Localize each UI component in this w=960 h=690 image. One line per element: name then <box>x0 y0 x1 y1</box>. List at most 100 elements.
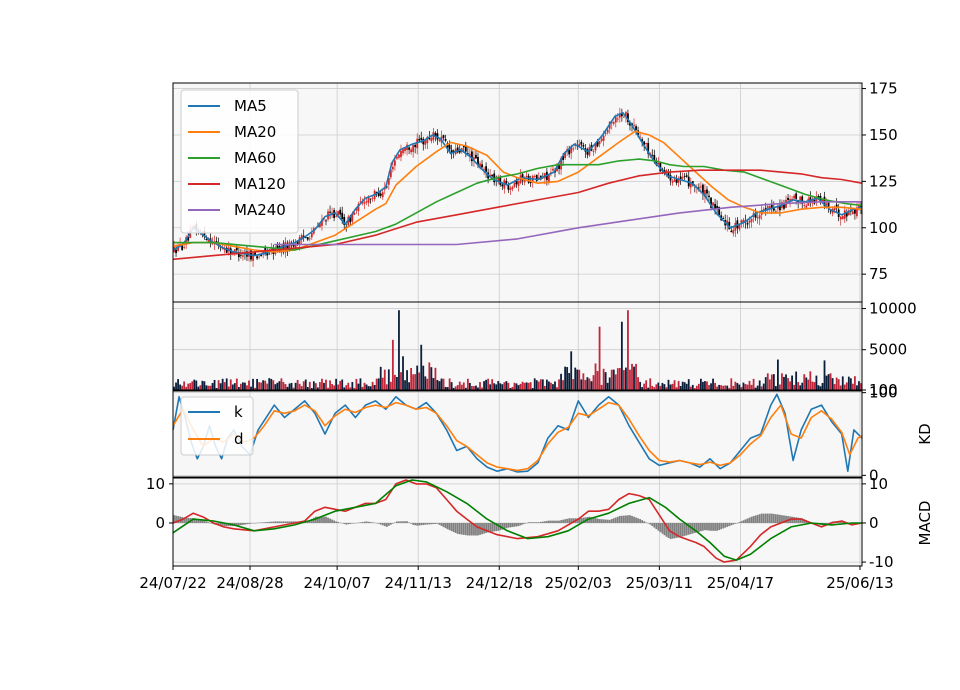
macd-hist-bar-66 <box>306 521 309 523</box>
volume-bar-85 <box>345 385 348 390</box>
candle-body-84 <box>343 216 346 225</box>
volume-bar-229 <box>637 377 639 390</box>
volume-bar-38 <box>250 386 252 390</box>
macd-hist-bar-258 <box>695 522 698 533</box>
volume-bar-331 <box>843 384 846 390</box>
candle-body-243 <box>665 170 668 172</box>
candle-body-320 <box>821 198 824 202</box>
macd-hist-bar-33 <box>239 522 242 526</box>
macd-hist-bar-112 <box>400 521 402 523</box>
candle-body-73 <box>321 219 323 226</box>
macd-hist-bar-1 <box>175 515 177 523</box>
volume-bar-326 <box>833 384 836 390</box>
candle-body-157 <box>491 174 494 177</box>
volume-bar-259 <box>697 383 700 390</box>
macd-hist-bar-107 <box>389 522 392 525</box>
macd-hist-bar-175 <box>527 522 530 523</box>
macd-hist-bar-132 <box>440 522 443 526</box>
macd-hist-bar-290 <box>760 513 763 523</box>
candle-body-87 <box>349 215 352 223</box>
volume-bar-227 <box>633 366 635 390</box>
macd-hist-bar-156 <box>489 522 492 533</box>
macd-hist-bar-110 <box>396 521 398 523</box>
macd-hist-bar-178 <box>533 522 536 523</box>
candle-body-193 <box>564 152 567 158</box>
ytick-label-0-3: 150 <box>869 126 898 144</box>
volume-bar-288 <box>756 385 759 390</box>
macd-hist-bar-81 <box>337 522 340 523</box>
macd-hist-bar-12 <box>197 519 200 523</box>
volume-bar-150 <box>477 387 479 390</box>
macd-hist-bar-141 <box>458 522 461 535</box>
candle-body-101 <box>377 191 380 196</box>
ytick-label-2-1: 100 <box>869 384 898 402</box>
volume-bar-207 <box>592 375 595 390</box>
volume-bar-215 <box>608 377 611 390</box>
volume-bar-285 <box>750 384 753 390</box>
macd-hist-bar-97 <box>369 522 372 523</box>
volume-bar-201 <box>580 379 583 390</box>
candle-body-41 <box>256 256 258 259</box>
candle-body-178 <box>533 176 536 177</box>
xtick-label-7: 25/04/17 <box>707 574 774 592</box>
macd-hist-bar-113 <box>402 521 404 523</box>
candle-body-81 <box>337 211 340 216</box>
macd-hist-bar-295 <box>770 513 773 523</box>
volume-bar-336 <box>854 376 856 390</box>
candle-body-165 <box>507 184 510 190</box>
candle-body-121 <box>418 139 421 141</box>
macd-hist-bar-205 <box>588 516 591 523</box>
volume-bar-7 <box>187 383 190 390</box>
macd-hist-bar-85 <box>345 522 348 525</box>
candle-body-96 <box>367 197 370 203</box>
volume-bar-282 <box>744 384 747 390</box>
candle-body-137 <box>450 149 453 154</box>
volume-bars <box>173 310 862 390</box>
candle-body-189 <box>556 165 558 172</box>
volume-bar-131 <box>438 381 441 390</box>
macd-hist-bar-227 <box>633 516 635 523</box>
volume-bar-32 <box>237 386 240 390</box>
volume-bar-279 <box>738 384 741 390</box>
volume-bar-100 <box>375 378 378 390</box>
volume-bar-330 <box>841 376 844 390</box>
volume-bar-304 <box>789 381 791 390</box>
volume-bar-72 <box>319 382 321 390</box>
volume-bar-149 <box>475 385 477 390</box>
candle-body-33 <box>239 254 242 256</box>
volume-bar-109 <box>393 374 396 390</box>
macd-hist-bar-223 <box>625 515 627 523</box>
volume-bar-247 <box>673 380 676 390</box>
ytick-label-3-0: -10 <box>869 553 894 571</box>
macd-hist-bar-212 <box>602 519 605 523</box>
volume-bar-87 <box>349 387 352 390</box>
volume-bar-166 <box>509 388 512 390</box>
volume-bar-88 <box>351 381 354 390</box>
candle-body-307 <box>795 193 798 199</box>
macd-hist-bar-32 <box>237 522 240 526</box>
volume-bar-11 <box>195 380 198 390</box>
candle-body-231 <box>641 139 644 142</box>
volume-bar-148 <box>473 386 475 390</box>
ytick-label-0-2: 125 <box>869 172 898 190</box>
volume-bar-95 <box>365 384 368 390</box>
candle-body-333 <box>847 210 850 216</box>
volume-bar-257 <box>693 388 696 390</box>
volume-bar-125 <box>426 378 429 390</box>
macd-hist-bar-225 <box>629 515 631 523</box>
volume-bar-272 <box>724 385 727 390</box>
macd-hist-bar-96 <box>367 521 370 523</box>
candle-body-255 <box>689 183 692 188</box>
candle-body-119 <box>414 144 417 148</box>
macd-hist-bar-253 <box>685 522 688 536</box>
candle-body-261 <box>702 184 704 195</box>
candle-body-42 <box>258 256 261 258</box>
macd-hist-bar-59 <box>292 521 295 523</box>
volume-bar-174 <box>525 382 528 390</box>
macd-hist-bar-38 <box>250 522 252 524</box>
candle-body-247 <box>673 179 676 182</box>
macd-hist-bar-148 <box>473 522 475 536</box>
volume-bar-24 <box>221 378 224 390</box>
price-legend-box <box>180 89 299 234</box>
volume-bar-94 <box>363 382 366 390</box>
